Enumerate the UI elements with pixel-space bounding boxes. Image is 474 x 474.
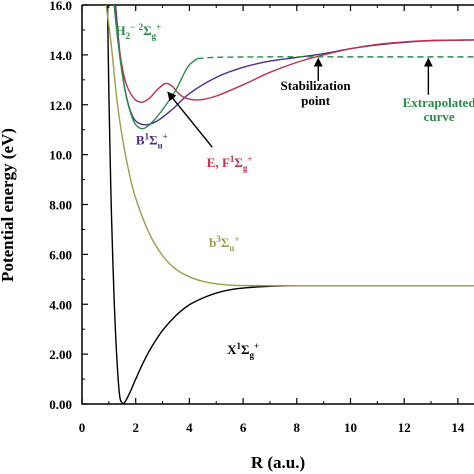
annotation-part: curve xyxy=(424,109,455,124)
y-tick-label: 10.0 xyxy=(49,148,72,163)
y-axis-ticks: 0.00 2.00 4.00 6.00 8.00 10.0 12.0 14.0 16.0 xyxy=(49,0,88,412)
annotation-h2m: H2− 2Σg+ xyxy=(116,22,162,41)
x-axis-title: R (a.u.) xyxy=(251,453,305,472)
x-tick-label: 2 xyxy=(132,420,139,435)
series-line-4 xyxy=(113,5,198,130)
y-axis-title: Potential energy (eV) xyxy=(0,128,17,282)
annotation-part: + xyxy=(254,341,259,351)
y-tick-label: 12.0 xyxy=(49,98,72,113)
annotation-part: u xyxy=(158,141,163,151)
annotation-part: Σ xyxy=(143,23,152,38)
annotation-part: Σ xyxy=(221,235,230,250)
annotation-part: g xyxy=(152,31,157,41)
annotation-part: H xyxy=(116,23,126,38)
annotation-extra2: curve xyxy=(424,109,455,124)
annotation-part: + xyxy=(247,154,252,164)
annotation-part: u xyxy=(229,243,234,253)
series-line-5 xyxy=(197,56,474,60)
arrow-ef xyxy=(167,91,213,148)
annotation-part: 1 xyxy=(145,132,150,142)
annotation-part: 2 xyxy=(126,31,131,41)
y-tick-label: 6.00 xyxy=(49,247,72,262)
annotation-b: b3Σu+ xyxy=(209,234,239,253)
x-tick-label: 8 xyxy=(294,420,301,435)
x-axis-ticks: 0 2 4 6 8 10 12 14 xyxy=(79,5,465,435)
x-tick-label: 14 xyxy=(451,420,465,435)
annotation-part: X xyxy=(227,342,237,357)
series-line-0 xyxy=(106,5,297,404)
annotation-part: Stabilization xyxy=(281,78,352,93)
y-tick-label: 8.00 xyxy=(49,198,72,213)
y-tick-label: 4.00 xyxy=(49,297,72,312)
annotation-part: g xyxy=(243,163,248,173)
annotations: X1Σg+b3Σu+B1Σu+E, F1Σg+H2− 2Σg+Stabiliza… xyxy=(116,22,474,360)
x-tick-label: 4 xyxy=(186,420,193,435)
x-tick-label: 0 xyxy=(79,420,86,435)
axis-lines xyxy=(81,5,474,405)
annotation-bsinglet: B1Σu+ xyxy=(136,132,168,151)
annotation-part: Σ xyxy=(241,342,250,357)
annotation-stab2: point xyxy=(301,93,331,108)
x-tick-label: 10 xyxy=(344,420,357,435)
annotation-part: b xyxy=(209,235,216,250)
arrows xyxy=(167,57,433,148)
x-tick-label: 6 xyxy=(240,420,247,435)
series-line-1 xyxy=(105,5,474,287)
annotation-part: point xyxy=(301,93,331,108)
x-tick-label: 12 xyxy=(398,420,411,435)
annotation-ef: E, F1Σg+ xyxy=(207,154,253,173)
annotation-part: 2 xyxy=(139,22,144,32)
y-tick-label: 0.00 xyxy=(49,397,72,412)
annotation-part: + xyxy=(156,22,161,32)
annotation-part: − xyxy=(130,22,135,32)
annotation-part: Σ xyxy=(234,155,243,170)
plot-frame xyxy=(81,4,474,405)
annotation-stab1: Stabilization xyxy=(281,78,352,93)
annotation-part: + xyxy=(163,132,168,142)
annotation-part: 1 xyxy=(236,341,241,351)
y-tick-label: 16.0 xyxy=(49,0,72,13)
y-tick-label: 2.00 xyxy=(49,347,72,362)
annotation-part: 3 xyxy=(216,234,221,244)
annotation-part: + xyxy=(234,234,239,244)
annotation-part: 1 xyxy=(230,154,235,164)
annotation-part: g xyxy=(249,350,254,360)
series-line-3 xyxy=(113,5,474,103)
annotation-extra1: Extrapolated xyxy=(403,95,474,110)
y-tick-label: 14.0 xyxy=(49,48,72,63)
annotation-part: Extrapolated xyxy=(403,95,474,110)
curves xyxy=(105,5,474,404)
annotation-part: B xyxy=(136,133,145,148)
annotation-part: E, F xyxy=(207,155,230,170)
annotation-x: X1Σg+ xyxy=(227,341,259,360)
annotation-part: Σ xyxy=(149,133,158,148)
